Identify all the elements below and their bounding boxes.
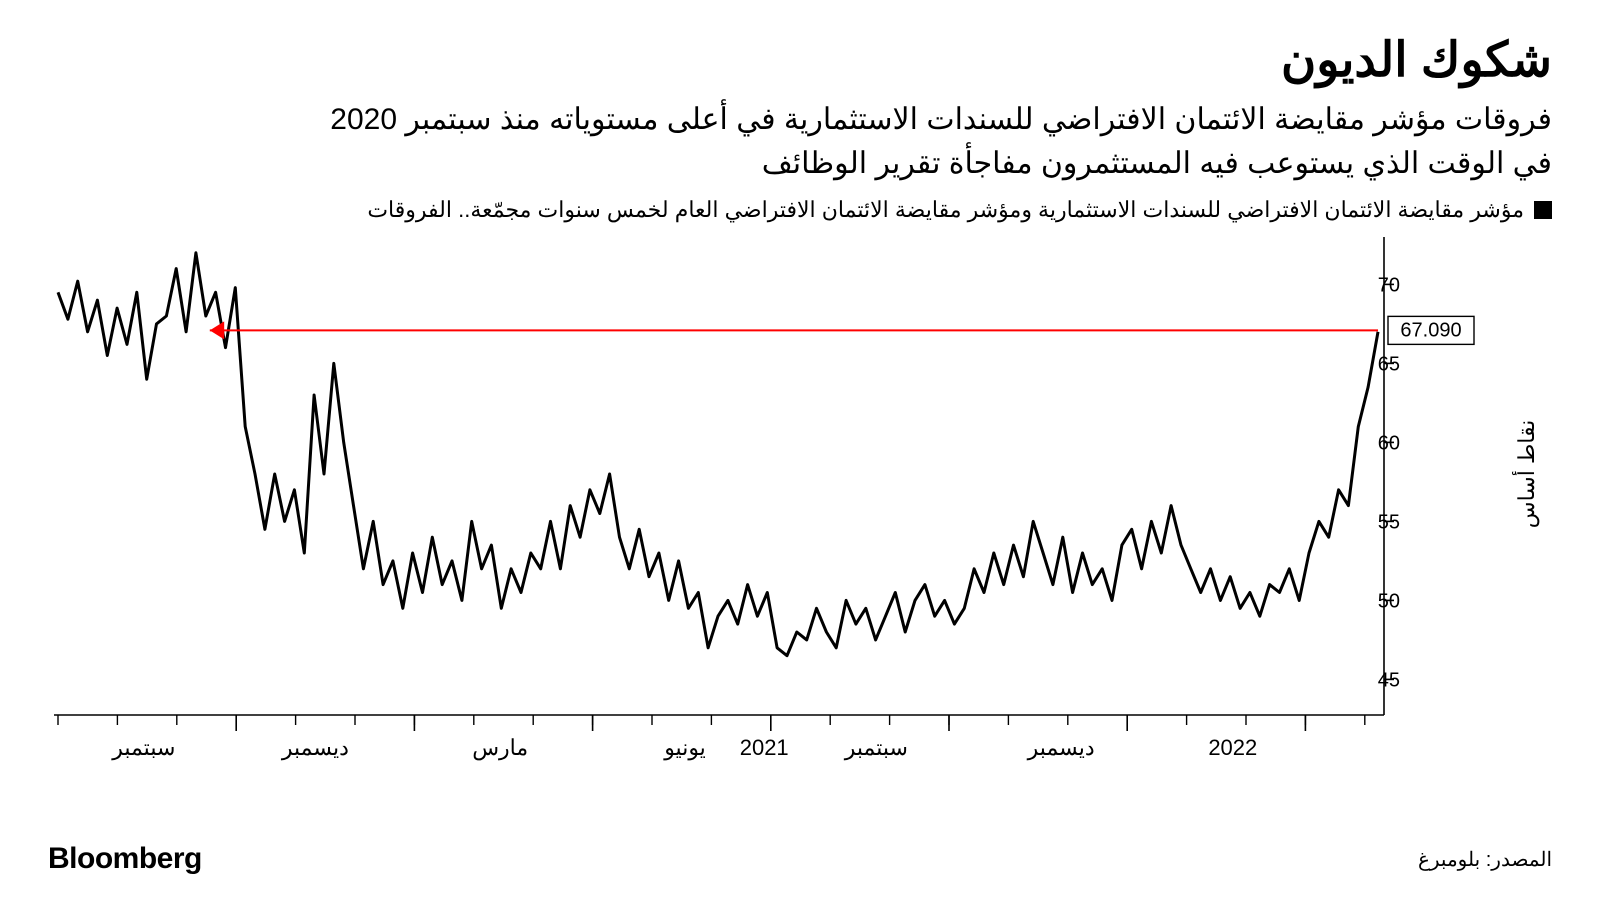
brand-logo: Bloomberg xyxy=(48,842,202,876)
x-tick-label: 2021 xyxy=(740,735,789,760)
callout-value: 67.090 xyxy=(1400,319,1461,341)
x-tick-label: يونيو xyxy=(663,735,706,761)
chart-area: 45 50 55 60 65 70 نقاط أساس 67.090 سبتمبر ديسمبر م… xyxy=(48,231,1552,822)
y-tick-label: 60 xyxy=(1378,432,1400,454)
x-tick-label: ديسمبر xyxy=(281,735,349,761)
x-tick-label: مارس xyxy=(472,735,528,761)
line-chart-svg: 45 50 55 60 65 70 نقاط أساس 67.090 سبتمبر ديسمبر م… xyxy=(48,231,1552,791)
y-tick-label: 45 xyxy=(1378,669,1400,691)
y-tick-label: 55 xyxy=(1378,511,1400,533)
y-tick-label: 70 xyxy=(1378,274,1400,296)
subtitle-line-2: في الوقت الذي يستوعب فيه المستثمرون مفاج… xyxy=(762,147,1552,180)
y-tick-label: 50 xyxy=(1378,590,1400,612)
y-tick-label: 65 xyxy=(1378,353,1400,375)
source-text: المصدر: بلومبرغ xyxy=(1418,847,1552,872)
series-line xyxy=(58,253,1378,656)
x-tick-label: سبتمبر xyxy=(111,735,175,761)
subtitle-line-1: فروقات مؤشر مقايضة الائتمان الافتراضي لل… xyxy=(330,103,1552,136)
y-axis-title: نقاط أساس xyxy=(1511,420,1540,529)
x-tick-label: ديسمبر xyxy=(1027,735,1095,761)
chart-footer: Bloomberg المصدر: بلومبرغ xyxy=(48,822,1552,876)
legend-text: مؤشر مقايضة الائتمان الافتراضي للسندات ا… xyxy=(367,197,1524,223)
x-tick-label: سبتمبر xyxy=(844,735,908,761)
chart-title: شكوك الديون xyxy=(48,32,1552,88)
legend: مؤشر مقايضة الائتمان الافتراضي للسندات ا… xyxy=(48,197,1552,223)
legend-swatch xyxy=(1534,201,1552,219)
chart-subtitle: فروقات مؤشر مقايضة الائتمان الافتراضي لل… xyxy=(48,98,1552,185)
reference-arrow-head xyxy=(210,321,224,339)
x-tick-label: 2022 xyxy=(1208,735,1257,760)
